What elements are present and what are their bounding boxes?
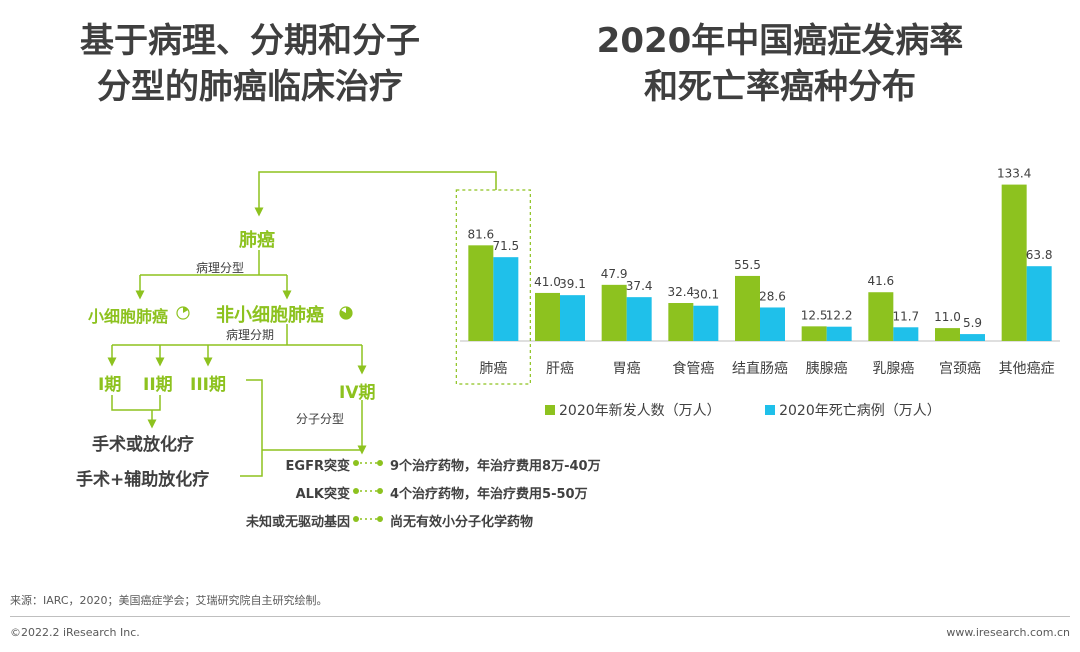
category-label-2: 胃癌 — [613, 361, 641, 377]
value-label-new-cases-2: 47.9 — [601, 267, 628, 281]
bar-new-cases-2 — [601, 284, 627, 341]
bar-deaths-6 — [893, 327, 919, 341]
value-label-deaths-6: 11.7 — [892, 309, 919, 323]
value-label-new-cases-7: 11.0 — [934, 310, 961, 324]
value-label-new-cases-1: 41.0 — [534, 275, 561, 289]
value-label-new-cases-0: 81.6 — [467, 227, 494, 241]
link-chart-to-root — [254, 171, 497, 217]
stage-4: IV期 — [339, 383, 376, 403]
sclc-pie-icon — [176, 306, 190, 320]
value-label-deaths-1: 39.1 — [559, 277, 586, 291]
legend-label-new-cases: 2020年新发人数（万人） — [559, 403, 721, 419]
bar-deaths-0 — [493, 257, 519, 341]
stage-3: III期 — [190, 375, 226, 395]
category-label-8: 其他癌症 — [999, 361, 1055, 377]
highlight-box-lung-cancer — [455, 189, 531, 385]
footer-divider — [10, 616, 1070, 617]
value-label-new-cases-6: 41.6 — [867, 274, 894, 288]
value-label-new-cases-3: 32.4 — [667, 285, 694, 299]
legend-swatch-new-cases — [545, 405, 555, 415]
category-label-0: 肺癌 — [479, 361, 507, 377]
mutation-alk: ALK突变 — [295, 487, 350, 502]
treatment-surgery-adjuvant: 手术+辅助放化疗 — [76, 470, 210, 490]
bar-deaths-2 — [626, 297, 652, 341]
mutation-egfr: EGFR突变 — [285, 459, 350, 474]
drug-egfr: 9个治疗药物，年治疗费用8万-40万 — [390, 459, 601, 474]
category-label-3: 食管癌 — [672, 360, 714, 377]
left-title-line2: 分型的肺癌临床治疗 — [97, 67, 403, 107]
bar-new-cases-5 — [801, 326, 827, 341]
chart-legend: 2020年新发人数（万人） 2020年死亡病例（万人） — [545, 400, 941, 420]
bar-new-cases-6 — [868, 292, 894, 341]
value-label-deaths-4: 28.6 — [759, 289, 786, 303]
bar-new-cases-0 — [468, 245, 494, 341]
value-label-deaths-2: 37.4 — [626, 279, 653, 293]
bar-deaths-8 — [1026, 266, 1052, 341]
stage-2: II期 — [143, 375, 173, 395]
bar-deaths-4 — [760, 307, 785, 341]
category-label-7: 宫颈癌 — [939, 361, 981, 377]
category-label-6: 乳腺癌 — [872, 361, 914, 377]
legend-swatch-deaths — [765, 405, 776, 415]
bar-deaths-3 — [693, 305, 719, 341]
bar-deaths-1 — [560, 295, 585, 341]
drug-unknown: 尚无有效小分子化学药物 — [390, 515, 534, 530]
value-label-new-cases-5: 12.5 — [801, 308, 828, 322]
bar-deaths-5 — [826, 326, 852, 341]
sclc-node: 小细胞肺癌 — [88, 307, 169, 326]
left-title: 基于病理、分期和分子 分型的肺癌临床治疗 — [20, 18, 480, 110]
left-title-line1: 基于病理、分期和分子 — [80, 21, 420, 61]
root-node: 肺癌 — [239, 230, 275, 251]
copyright: ©2022.2 iResearch Inc. — [10, 626, 140, 639]
nsclc-node: 非小细胞肺癌 — [216, 305, 324, 326]
right-title: 2020年中国癌症发病率 和死亡率癌种分布 — [510, 18, 1050, 110]
value-label-deaths-5: 12.2 — [826, 309, 853, 323]
source-note: 来源：IARC，2020；美国癌症学会；艾瑞研究院自主研究绘制。 — [10, 594, 328, 607]
category-label-4: 结直肠癌 — [732, 360, 788, 377]
category-label-5: 胰腺癌 — [806, 361, 848, 377]
legend-label-deaths: 2020年死亡病例（万人） — [779, 403, 941, 419]
mutation-links — [355, 462, 380, 520]
drug-alk: 4个治疗药物，年治疗费用5-50万 — [390, 487, 588, 502]
bar-new-cases-8 — [1001, 184, 1027, 341]
bar-new-cases-4 — [735, 275, 760, 341]
value-label-deaths-7: 5.9 — [963, 316, 982, 330]
right-title-line2: 和死亡率癌种分布 — [644, 67, 916, 107]
website: www.iresearch.com.cn — [946, 626, 1070, 639]
value-label-deaths-3: 30.1 — [692, 288, 719, 302]
stage-1: I期 — [98, 375, 122, 395]
treatment-surgery-or-chemo: 手术或放化疗 — [92, 435, 194, 455]
value-label-deaths-0: 71.5 — [492, 239, 519, 253]
path-stage-label: 病理分期 — [226, 328, 275, 342]
bar-deaths-7 — [960, 334, 985, 341]
right-title-line1: 2020年中国癌症发病率 — [596, 21, 964, 61]
bar-new-cases-1 — [535, 292, 560, 341]
value-label-new-cases-4: 55.5 — [734, 258, 761, 272]
value-label-deaths-8: 63.8 — [1026, 248, 1053, 262]
nsclc-pie-icon — [339, 306, 353, 320]
category-label-1: 肝癌 — [546, 361, 574, 377]
bar-new-cases-3 — [668, 303, 694, 341]
mutation-unknown: 未知或无驱动基因 — [245, 515, 350, 530]
bar-chart: 81.671.5 肺癌 41.039.1 肝癌 47.937.4 胃癌 32.430.1 食管… — [455, 167, 1060, 385]
value-label-new-cases-8: 133.4 — [997, 167, 1031, 181]
path-type-label: 病理分型 — [196, 261, 245, 275]
bar-new-cases-7 — [935, 328, 960, 341]
mol-type-label: 分子分型 — [296, 412, 345, 426]
